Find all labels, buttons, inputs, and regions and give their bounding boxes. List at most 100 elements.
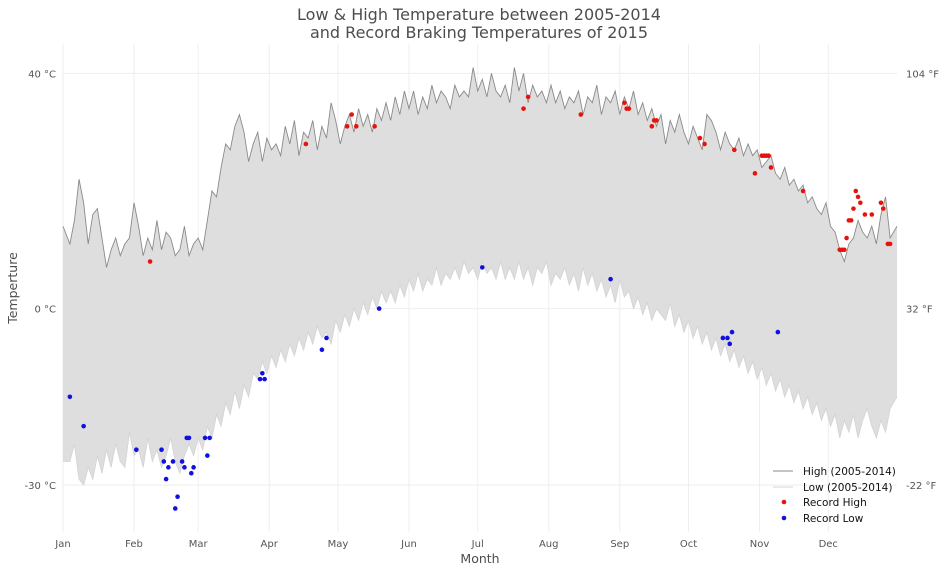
record-low-point [260, 370, 265, 376]
legend-record-high-label: Record High [803, 497, 867, 509]
record-low-point [727, 341, 733, 347]
legend-high-label: High (2005-2014) [803, 466, 896, 478]
record-low-point [81, 423, 86, 429]
y-tick-label: 40 °C [28, 69, 56, 80]
legend-record-low-label: Record Low [803, 513, 864, 525]
record-low-point [161, 459, 167, 464]
x-tick-label: Oct [680, 539, 697, 550]
y2-tick-label: 104 °F [906, 69, 939, 80]
record-high-point [303, 141, 309, 147]
record-high-point [654, 118, 659, 123]
record-low-point [319, 347, 325, 353]
record-high-point [626, 106, 632, 111]
record-low-point [257, 376, 263, 382]
x-tick-label: May [328, 539, 349, 550]
record-low-point [191, 465, 196, 470]
record-high-point [800, 188, 806, 194]
record-low-point [159, 447, 164, 452]
x-axis-label: Month [460, 551, 499, 566]
record-low-point [324, 335, 329, 341]
record-low-point [172, 506, 178, 511]
legend-low-label: Low (2005-2014) [803, 482, 892, 494]
x-tick-label: Dec [819, 539, 838, 550]
record-high-point [842, 247, 847, 253]
record-high-point [853, 188, 859, 194]
record-low-point [775, 329, 781, 335]
record-high-point [702, 141, 707, 147]
record-low-point [262, 376, 267, 382]
record-low-point [179, 459, 185, 464]
chart-title-line1: Low & High Temperature between 2005-2014 [297, 5, 661, 24]
record-low-point [67, 394, 73, 400]
record-high-point [622, 100, 627, 106]
record-low-point [189, 470, 194, 476]
record-high-point [878, 200, 884, 206]
y-tick-label: 0 °C [34, 305, 56, 316]
record-low-point [207, 435, 212, 441]
record-low-point [134, 447, 139, 452]
record-high-point [147, 259, 153, 264]
record-high-point [649, 124, 655, 129]
record-low-point [166, 465, 171, 470]
record-high-point [880, 206, 886, 211]
record-low-point [376, 306, 382, 311]
record-low-point [186, 435, 192, 441]
record-low-point [205, 453, 210, 458]
record-low-point [202, 435, 208, 441]
record-low-point [720, 335, 726, 341]
record-high-point [344, 124, 350, 129]
low-series-line [63, 259, 898, 486]
record-low-point [170, 459, 176, 464]
x-tick-label: Feb [125, 539, 143, 550]
record-high-points [147, 94, 893, 264]
record-low-point [479, 265, 485, 270]
y2-tick-label: 32 °F [906, 305, 933, 316]
record-high-point [353, 124, 359, 129]
record-high-point [862, 212, 868, 217]
x-tick-label: Mar [189, 539, 209, 550]
record-low-points [67, 265, 781, 511]
x-tick-label: Jul [471, 539, 484, 550]
x-axis-ticks: Jan Feb Mar Apr May Jun Jul Aug Sep Oct Nov Dec [54, 539, 838, 550]
legend-record-low-swatch [781, 515, 787, 521]
legend: High (2005-2014) Low (2005-2014) Record … [773, 466, 896, 525]
record-high-point [349, 112, 354, 117]
y2-axis-ticks: 104 °F 32 °F -22 °F [906, 69, 939, 492]
record-high-point [525, 94, 531, 100]
record-high-point [869, 212, 875, 217]
record-high-point [855, 194, 861, 200]
record-high-point [858, 200, 863, 206]
record-low-point [163, 476, 169, 482]
record-high-point [578, 112, 584, 117]
temperature-band [63, 67, 897, 485]
chart-title-line2: and Record Braking Temperatures of 2015 [310, 23, 648, 42]
record-high-point [768, 165, 774, 170]
record-low-point [725, 335, 730, 341]
x-tick-label: Nov [750, 539, 770, 550]
record-low-point [729, 329, 735, 335]
x-tick-label: Jun [400, 539, 417, 550]
record-low-point [608, 276, 613, 282]
y-tick-label: -30 °C [25, 481, 57, 492]
x-tick-label: Aug [539, 539, 559, 550]
record-high-point [766, 153, 771, 159]
high-series-line [62, 67, 898, 268]
x-tick-label: Apr [261, 539, 279, 550]
record-high-point [848, 218, 854, 223]
record-high-point [851, 206, 856, 211]
record-low-point [175, 494, 180, 500]
record-high-point [372, 124, 377, 129]
x-tick-label: Jan [54, 539, 70, 550]
record-high-point [844, 235, 849, 241]
y2-tick-label: -22 °F [906, 481, 937, 492]
record-high-point [885, 241, 891, 247]
legend-record-high-swatch [781, 499, 787, 505]
record-low-point [182, 465, 187, 470]
record-high-point [521, 106, 526, 111]
y-axis-ticks: 40 °C 0 °C -30 °C [25, 69, 57, 492]
x-tick-label: Sep [610, 539, 629, 550]
record-high-point [697, 135, 703, 141]
y-axis-label: Temperture [5, 252, 20, 325]
record-high-point [752, 171, 758, 176]
